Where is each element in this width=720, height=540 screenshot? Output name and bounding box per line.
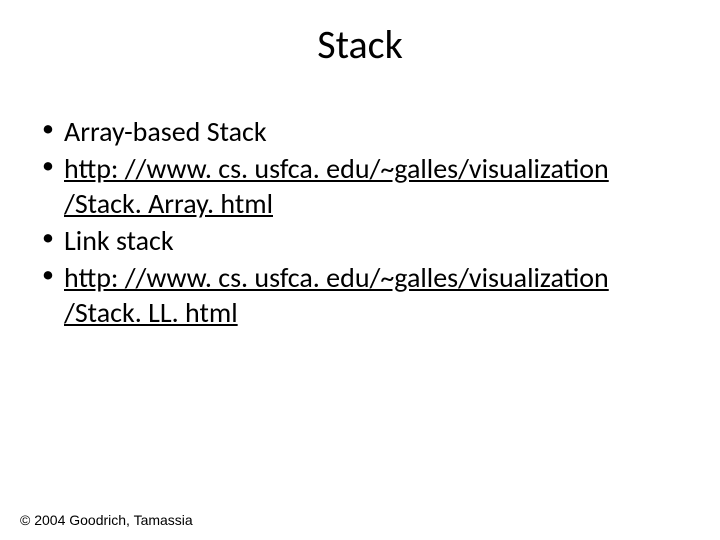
slide-title: Stack	[0, 20, 720, 69]
slide: Stack Array-based Stack http: //www. cs.…	[0, 20, 720, 540]
bullet-item: http: //www. cs. usfca. edu/~galles/visu…	[36, 260, 690, 330]
bullet-link[interactable]: http: //www. cs. usfca. edu/~galles/visu…	[64, 260, 609, 330]
bullet-text: Array-based Stack	[64, 114, 267, 149]
bullet-item: http: //www. cs. usfca. edu/~galles/visu…	[36, 151, 690, 221]
bullet-list: Array-based Stack http: //www. cs. usfca…	[36, 114, 690, 330]
bullet-item: Link stack	[36, 223, 690, 258]
footer-copyright: © 2004 Goodrich, Tamassia	[20, 512, 193, 528]
bullet-link[interactable]: http: //www. cs. usfca. edu/~galles/visu…	[64, 151, 609, 221]
bullet-text: Link stack	[64, 223, 174, 258]
bullet-item: Array-based Stack	[36, 114, 690, 149]
slide-content: Array-based Stack http: //www. cs. usfca…	[0, 114, 720, 330]
